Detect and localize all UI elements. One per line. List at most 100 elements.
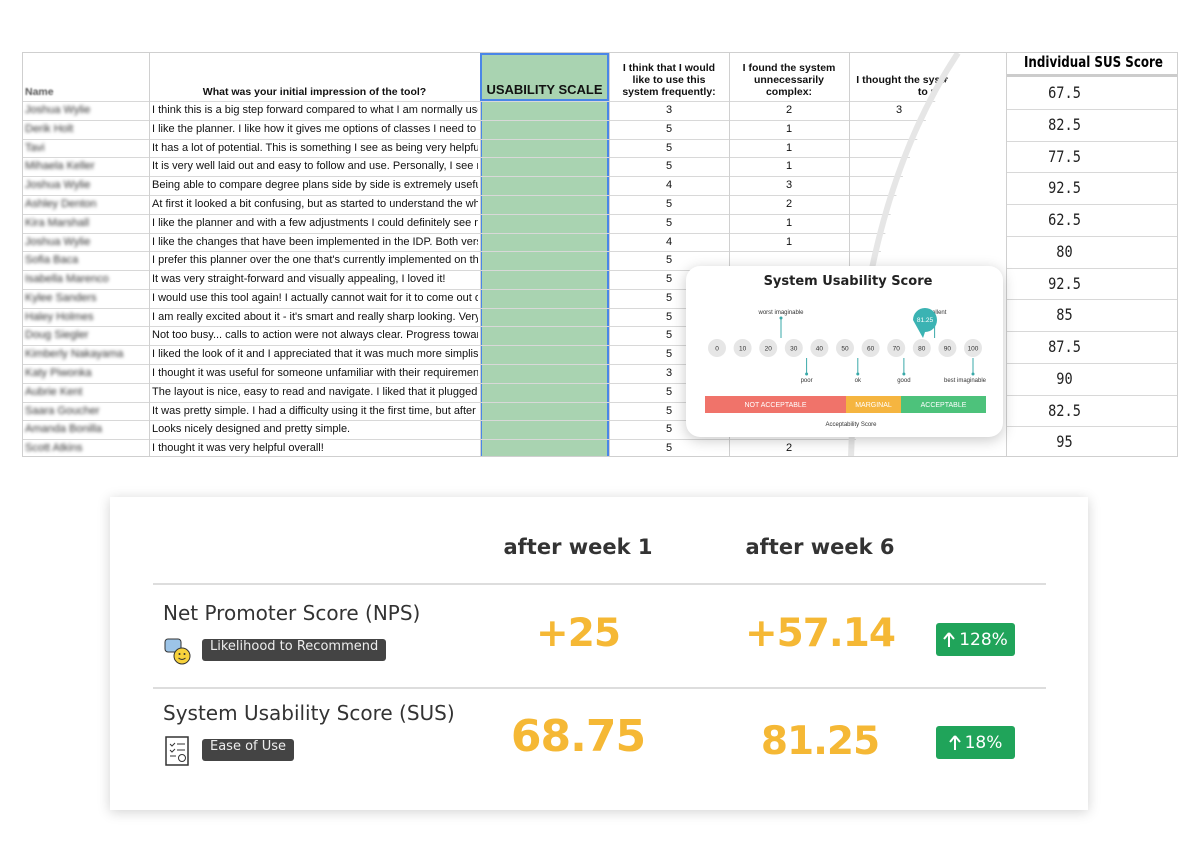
impression-text: I am really excited about it - it's smar… — [152, 310, 478, 323]
nps-icon — [164, 638, 191, 665]
row-line — [23, 420, 1006, 422]
scale-descriptor: excellent — [923, 310, 947, 316]
impression-text: I liked the look of it and I appreciated… — [152, 348, 478, 361]
rating-cell: 4 — [665, 179, 673, 192]
rating-cell: 3 — [895, 104, 903, 116]
column-header: USABILITY SCALE — [480, 53, 609, 101]
row-line — [23, 251, 1006, 253]
label-dot — [805, 372, 809, 376]
impression-text: It has a lot of potential. This is somet… — [152, 141, 478, 154]
metric-tag: Likelihood to Recommend — [202, 639, 387, 661]
impression-text: At first it looked a bit confusing, but … — [152, 197, 478, 210]
metric-label: Net Promoter Score (NPS) — [163, 601, 421, 625]
rating-cell: 5 — [665, 442, 673, 455]
sus-row-line — [1007, 394, 1177, 396]
row-line — [23, 326, 1006, 328]
sus-score: 92.5 — [1048, 273, 1081, 293]
scale-dot — [708, 339, 726, 357]
scale-dot — [964, 339, 982, 357]
column-header: I think that I would like to use this sy… — [622, 62, 716, 98]
respondent-name: Kimberly Nakayama — [25, 348, 124, 361]
scale-dot — [887, 339, 906, 357]
row-line — [23, 307, 1006, 309]
impression-text: I think this is a big step forward compa… — [152, 104, 478, 116]
respondent-name: Amanda Bonilla — [25, 423, 103, 436]
row-line — [23, 288, 1006, 290]
respondent-name: Derik Holt — [25, 122, 74, 135]
divider — [153, 583, 1046, 585]
metric-icon — [163, 735, 193, 767]
comparison-card: after week 1 after week 6 Net Promoter Sco… — [110, 497, 1088, 810]
up-arrow — [948, 734, 961, 750]
respondent-name: Saara Goucher — [25, 404, 100, 417]
score-bubble — [913, 308, 937, 338]
row-line — [23, 213, 1006, 215]
rating-cell: 2 — [785, 442, 793, 455]
impression-text: Looks nicely designed and pretty simple. — [152, 423, 351, 436]
scale-label: 70 — [893, 346, 901, 353]
rating-cell: 5 — [665, 291, 673, 304]
rating-cell: 5 — [665, 423, 673, 436]
respondent-name: Katy Piwonka — [25, 367, 92, 380]
rating-cell: 1 — [785, 141, 793, 154]
respondent-name: Kira Marshall — [25, 216, 90, 229]
impression-text: I like the planner. I like how it gives … — [152, 122, 478, 135]
respondent-name: Kylee Sanders — [25, 291, 97, 304]
impression-text: I prefer this planner over the one that'… — [152, 254, 478, 267]
week6-value: +57.14 — [744, 611, 896, 656]
sus-score: 62.5 — [1048, 210, 1081, 229]
impression-text: It was pretty simple. I had a difficulty… — [152, 404, 478, 417]
impression-text: It is very well laid out and easy to fol… — [152, 160, 478, 173]
sus-score: 92.5 — [1048, 178, 1081, 198]
sus-header-line — [1007, 74, 1177, 77]
scale-label: 30 — [790, 346, 798, 353]
scale-descriptor: worst imaginable — [757, 310, 804, 316]
change-badge: 18% — [936, 726, 1015, 759]
row-line — [23, 364, 1006, 366]
column-header: I found the system unnecessarily complex… — [742, 62, 836, 98]
scale-dot — [784, 339, 803, 357]
rating-cell: 5 — [665, 348, 673, 361]
scale-label: 20 — [765, 346, 773, 353]
week6-value: 81.25 — [760, 719, 880, 764]
rating-cell: 5 — [665, 404, 673, 417]
respondent-name: Sofia Baca — [25, 254, 79, 267]
acceptability-caption: Acceptability Score — [825, 422, 877, 428]
scale-label: 10 — [739, 346, 747, 353]
sus-row-line — [1007, 331, 1177, 332]
col-line — [729, 53, 730, 456]
row-line — [23, 270, 1006, 272]
scale-dot — [836, 339, 854, 357]
rating-cell: 5 — [665, 122, 673, 135]
row-line — [23, 345, 1006, 347]
rating-cell: 5 — [665, 160, 673, 173]
impression-text: The layout is nice, easy to read and nav… — [152, 385, 478, 398]
sus-header: Individual SUS Score — [1024, 53, 1163, 71]
score-value: 81.25 — [917, 317, 934, 324]
sus-row-line — [1007, 426, 1177, 428]
scale-label: 100 — [968, 346, 979, 353]
rating-cell: 2 — [785, 104, 793, 116]
label-dot — [779, 316, 783, 320]
rating-cell: 3 — [785, 179, 793, 192]
sus-row-line — [1007, 204, 1177, 205]
respondent-name: Joshua Wylie — [25, 179, 91, 192]
row-line — [23, 232, 1006, 234]
sus-row-line — [1007, 362, 1177, 364]
sus-score: 80 — [1056, 241, 1073, 261]
rating-cell: 5 — [665, 310, 673, 323]
scale-label: 50 — [841, 346, 849, 353]
scale-label: 60 — [867, 346, 875, 353]
rating-cell: 4 — [665, 235, 673, 248]
acceptability-band — [705, 396, 846, 413]
sus-score: 95 — [1056, 432, 1073, 452]
sus-row-line — [1007, 299, 1177, 301]
scale-dot — [733, 339, 752, 357]
col-line — [480, 53, 481, 456]
sus-score: 87.5 — [1048, 337, 1081, 356]
sus-score: 90 — [1056, 368, 1073, 388]
row-line — [23, 138, 1006, 140]
week1-value: 68.75 — [510, 711, 646, 762]
sus-row-line — [1007, 235, 1177, 237]
rating-cell: 5 — [665, 329, 673, 342]
